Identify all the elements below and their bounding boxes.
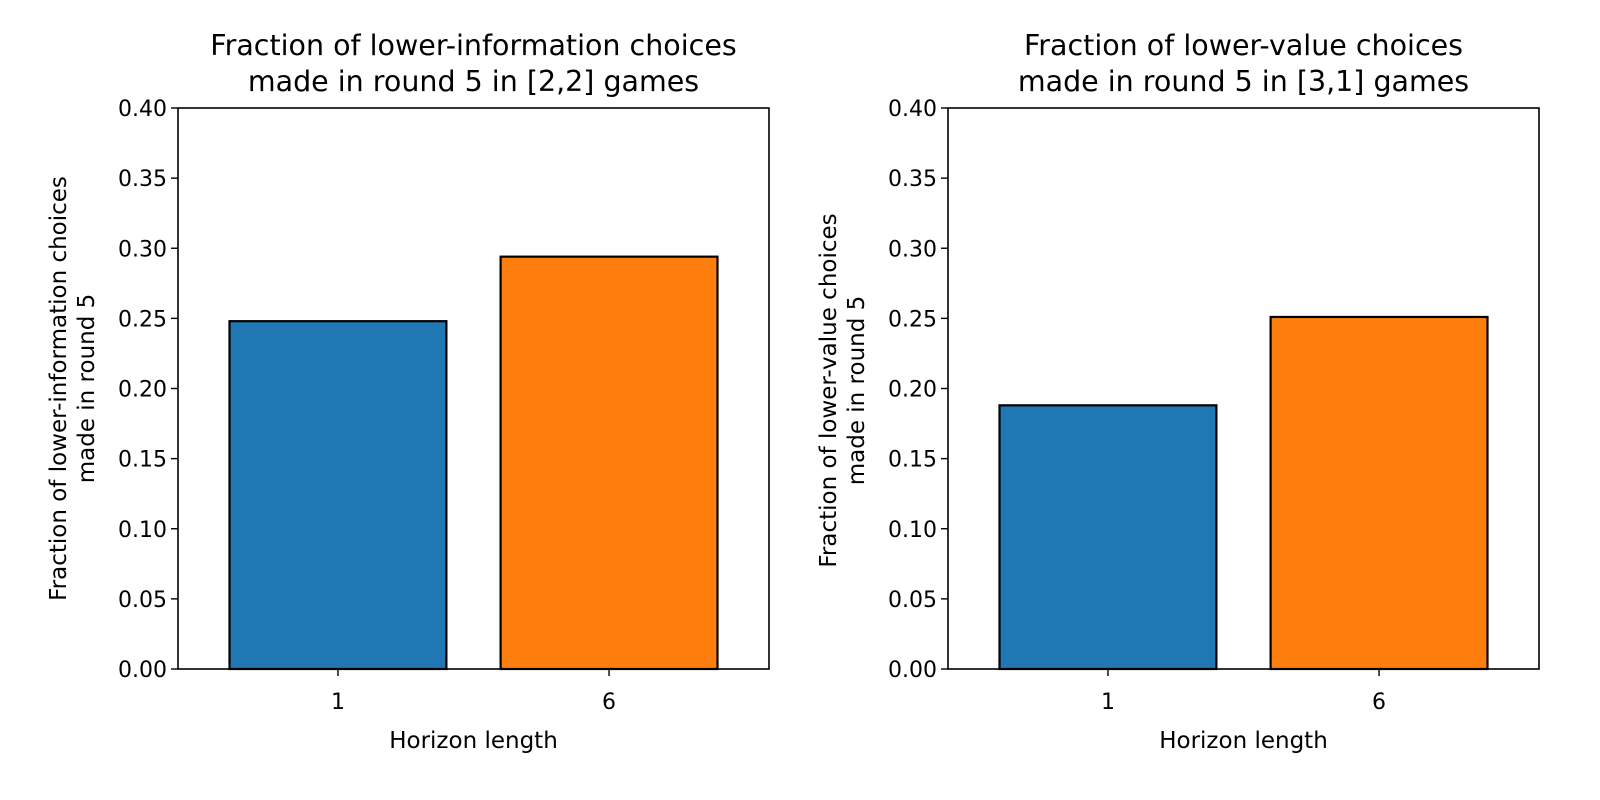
y-axis-label: Fraction of lower-information choicesmad… [46,176,100,601]
y-tick-label: 0.35 [888,167,937,192]
y-tick-label: 0.25 [118,307,167,332]
x-axis-label: Horizon length [1159,728,1328,754]
y-tick-label: 0.00 [888,658,937,683]
y-tick-label: 0.10 [888,518,937,543]
y-tick-label: 0.30 [118,237,167,262]
bar-1 [228,320,448,671]
y-tick-label: 0.20 [888,378,937,403]
x-tick-label: 1 [1101,690,1115,715]
y-tick-label: 0.25 [888,307,937,332]
y-tick-label: 0.10 [118,518,167,543]
bar-6 [499,255,719,671]
chart-panel-left: 0.00 0.05 0.10 0.15 0.20 0.25 0.30 0.35 0.40 1 6 Fr… [46,29,770,754]
y-tick-label: 0.40 [888,97,937,122]
y-tick-label: 0.30 [888,237,937,262]
y-tick-label: 0.05 [888,588,937,613]
y-tick-label: 0.05 [118,588,167,613]
x-axis-label: Horizon length [389,728,558,754]
bar-6 [1269,315,1489,671]
y-tick-label: 0.20 [118,378,167,403]
y-tick-label: 0.35 [118,167,167,192]
chart-title: Fraction of lower-value choices made in r… [1018,29,1469,98]
chart-title: Fraction of lower-information choices mad… [210,29,736,98]
y-tick-label: 0.40 [118,97,167,122]
chart-panel-right: 0.00 0.05 0.10 0.15 0.20 0.25 0.30 0.35 0.40 1 6 Fr… [816,29,1540,754]
y-tick-label: 0.15 [888,448,937,473]
x-tick-label: 1 [331,690,345,715]
x-tick-label: 6 [1372,690,1386,715]
x-tick-label: 6 [602,690,616,715]
bar-1 [998,404,1218,671]
y-tick-label: 0.00 [118,658,167,683]
y-tick-label: 0.15 [118,448,167,473]
y-axis-label: Fraction of lower-value choicesmade in r… [816,213,870,567]
